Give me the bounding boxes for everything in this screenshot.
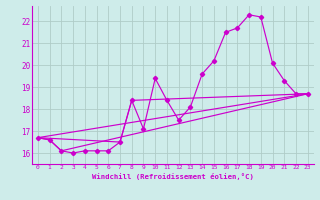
X-axis label: Windchill (Refroidissement éolien,°C): Windchill (Refroidissement éolien,°C) — [92, 173, 254, 180]
